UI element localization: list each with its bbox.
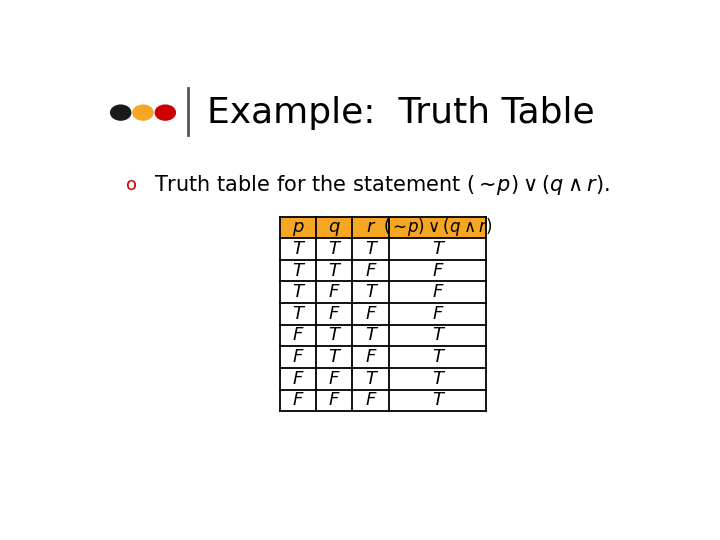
Text: T: T [365, 327, 376, 345]
Bar [280, 281, 486, 303]
Circle shape [111, 105, 131, 120]
Text: F: F [292, 392, 303, 409]
Text: T: T [292, 261, 303, 280]
Text: F: F [432, 284, 443, 301]
Text: F: F [329, 284, 339, 301]
Text: F: F [292, 370, 303, 388]
Text: Truth table for the statement $(\sim\!p) \vee (q \wedge r).$: Truth table for the statement $(\sim\!p)… [154, 173, 610, 198]
Text: F: F [365, 305, 376, 323]
Text: r: r [366, 218, 374, 237]
Bar [280, 346, 486, 368]
Text: F: F [432, 261, 443, 280]
Text: F: F [292, 348, 303, 366]
Text: F: F [329, 305, 339, 323]
Text: T: T [432, 392, 443, 409]
Text: T: T [292, 284, 303, 301]
Text: T: T [328, 261, 340, 280]
Text: T: T [292, 240, 303, 258]
Bar [280, 368, 486, 389]
Text: T: T [328, 240, 340, 258]
Text: T: T [432, 327, 443, 345]
Bar [280, 217, 486, 238]
Text: $(\sim\!p) \vee (q \wedge r)$: $(\sim\!p) \vee (q \wedge r)$ [382, 217, 492, 238]
Text: F: F [365, 348, 376, 366]
Text: T: T [292, 305, 303, 323]
Text: q: q [328, 218, 340, 237]
Text: T: T [432, 348, 443, 366]
Text: T: T [365, 370, 376, 388]
Text: T: T [432, 240, 443, 258]
Bar [280, 260, 486, 281]
Text: F: F [329, 370, 339, 388]
Bar [280, 303, 486, 325]
Text: T: T [432, 370, 443, 388]
Text: F: F [365, 261, 376, 280]
Text: F: F [292, 327, 303, 345]
Text: F: F [329, 392, 339, 409]
Text: F: F [365, 392, 376, 409]
Bar [280, 325, 486, 346]
Circle shape [133, 105, 153, 120]
Bar [280, 389, 486, 411]
Text: T: T [328, 348, 340, 366]
Bar [280, 238, 486, 260]
Text: Example:  Truth Table: Example: Truth Table [207, 96, 595, 130]
Text: F: F [432, 305, 443, 323]
Circle shape [156, 105, 176, 120]
Text: o: o [126, 177, 138, 194]
Text: p: p [292, 218, 304, 237]
Text: T: T [365, 240, 376, 258]
Text: T: T [328, 327, 340, 345]
Text: T: T [365, 284, 376, 301]
